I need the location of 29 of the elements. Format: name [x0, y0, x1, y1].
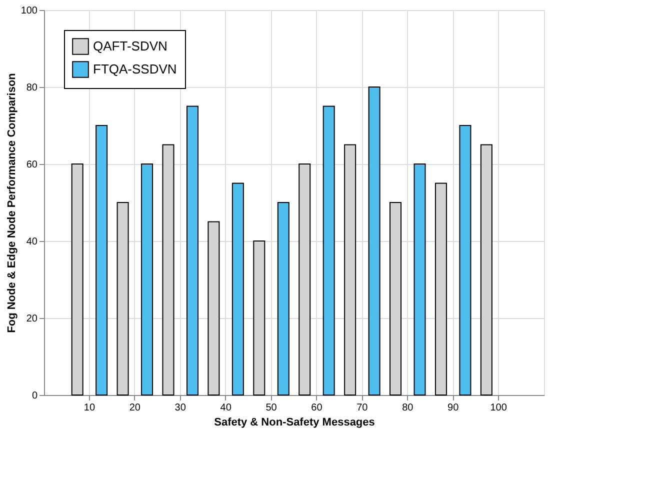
bar: [186, 106, 198, 396]
bar: [277, 202, 290, 396]
x-tick-label: 20: [129, 402, 141, 414]
y-tick-label: 20: [26, 314, 38, 324]
bar: [459, 125, 472, 396]
y-tick-label: 60: [26, 160, 38, 170]
x-axis-title: Safety & Non-Safety Messages: [214, 416, 375, 428]
x-tick-label: 30: [174, 402, 186, 414]
y-tick-label: 80: [26, 82, 38, 94]
y-tick-label: 0: [32, 390, 38, 402]
x-tick-label: 90: [448, 402, 460, 414]
bar: [232, 182, 244, 396]
x-tick-label: 50: [266, 402, 278, 414]
bar: [96, 125, 108, 396]
bar: [322, 106, 335, 396]
legend-label: FTQA-SSDVN: [93, 62, 177, 76]
bar: [141, 164, 154, 396]
legend-label: QAFT-SDVN: [93, 38, 168, 54]
x-tick-label: 40: [220, 402, 232, 414]
y-tick-label: 100: [20, 6, 38, 16]
x-tick-label: 80: [402, 402, 414, 414]
x-tick-label: 70: [356, 402, 368, 414]
x-tick-label: 100: [490, 402, 508, 414]
bar: [414, 164, 426, 396]
y-tick-label: 40: [26, 236, 38, 248]
bar: [368, 86, 380, 396]
y-axis-title: Fog Node & Edge Node Performance Comparison: [6, 72, 18, 333]
x-tick-label: 10: [84, 402, 96, 414]
x-tick-label: 60: [311, 402, 323, 414]
